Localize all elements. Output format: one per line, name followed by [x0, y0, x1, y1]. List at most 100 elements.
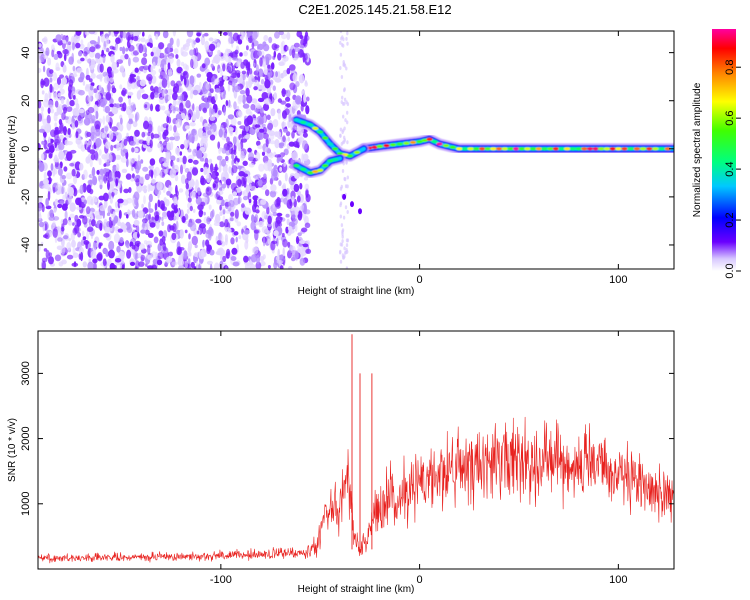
- noise-speckle: [107, 82, 111, 93]
- noise-speckle: [222, 93, 226, 100]
- noise-speckle: [205, 186, 212, 196]
- noise-speckle: [268, 152, 274, 159]
- noise-speckle: [195, 218, 202, 224]
- ridge-hotspot: [353, 150, 361, 154]
- noise-speckle: [340, 75, 344, 79]
- noise-speckle: [292, 125, 296, 131]
- noise-speckle: [233, 85, 241, 93]
- noise-speckle: [343, 176, 346, 181]
- noise-speckle: [294, 47, 301, 53]
- noise-speckle: [244, 134, 251, 139]
- noise-speckle: [216, 155, 223, 161]
- noise-speckle: [119, 84, 123, 90]
- noise-speckle: [243, 255, 249, 263]
- noise-speckle: [209, 134, 216, 141]
- noise-speckle: [199, 81, 202, 88]
- noise-speckle: [251, 98, 258, 104]
- noise-speckle: [245, 237, 249, 244]
- ridge-hotspot: [547, 147, 554, 151]
- noise-speckle: [291, 130, 295, 139]
- noise-speckle: [137, 233, 140, 238]
- noise-speckle: [250, 264, 256, 269]
- noise-speckle: [246, 45, 249, 51]
- noise-speckle: [229, 217, 234, 222]
- noise-speckle: [77, 197, 82, 206]
- noise-speckle: [144, 47, 147, 54]
- noise-speckle: [346, 238, 350, 243]
- colorbar-tick-label: 0.2: [724, 212, 736, 227]
- ridge-hotspot: [569, 147, 577, 151]
- noise-speckle: [240, 138, 248, 143]
- noise-speckle: [202, 34, 205, 38]
- noise-speckle: [90, 73, 96, 79]
- noise-speckle: [92, 258, 98, 264]
- noise-speckle: [345, 36, 348, 41]
- noise-speckle: [190, 261, 195, 269]
- noise-speckle: [112, 211, 116, 217]
- noise-speckle: [243, 195, 248, 201]
- noise-speckle: [272, 55, 276, 60]
- noise-speckle: [230, 256, 237, 261]
- noise-speckle: [291, 245, 296, 255]
- noise-speckle: [53, 157, 60, 163]
- noise-speckle: [200, 35, 205, 46]
- noise-speckle: [155, 104, 161, 112]
- noise-speckle: [182, 44, 189, 52]
- noise-speckle: [131, 166, 134, 172]
- noise-speckle: [67, 128, 71, 135]
- noise-speckle: [289, 48, 293, 56]
- noise-speckle: [346, 140, 349, 145]
- noise-speckle: [203, 211, 206, 216]
- noise-speckle: [94, 52, 101, 60]
- noise-speckle: [225, 100, 229, 107]
- noise-speckle: [56, 77, 62, 85]
- snr-x-label: Height of straight line (km): [298, 584, 415, 595]
- snr-frame: [37, 330, 675, 570]
- noise-speckle: [66, 241, 72, 251]
- noise-speckle: [285, 89, 291, 98]
- noise-speckle: [297, 243, 304, 250]
- noise-speckle: [200, 167, 204, 173]
- noise-speckle: [157, 142, 161, 149]
- noise-speckle: [251, 214, 255, 223]
- noise-speckle: [159, 105, 163, 111]
- noise-speckle: [53, 92, 58, 100]
- noise-speckle: [206, 246, 211, 255]
- noise-speckle: [103, 174, 108, 184]
- noise-speckle: [197, 204, 204, 211]
- noise-speckle: [158, 230, 164, 237]
- ridge-hotspot: [300, 120, 307, 124]
- noise-speckle: [69, 213, 75, 219]
- noise-speckle: [251, 78, 256, 82]
- noise-speckle: [341, 239, 344, 244]
- ridge-hotspot: [416, 140, 423, 144]
- noise-speckle: [276, 237, 279, 247]
- noise-speckle: [291, 150, 299, 161]
- noise-speckle: [82, 80, 86, 86]
- noise-speckle: [127, 57, 131, 67]
- noise-speckle: [90, 153, 96, 161]
- noise-speckle: [240, 150, 245, 161]
- noise-speckle: [88, 118, 95, 124]
- noise-speckle: [115, 163, 120, 172]
- noise-speckle: [90, 251, 96, 259]
- noise-speckle: [96, 143, 100, 149]
- noise-speckle: [133, 243, 140, 252]
- noise-speckle: [131, 147, 135, 153]
- noise-speckle: [200, 102, 207, 108]
- ridge-hotspot: [518, 147, 525, 151]
- noise-speckle: [263, 34, 269, 42]
- ridge-hotspot: [312, 170, 319, 174]
- noise-speckle: [189, 90, 194, 100]
- noise-speckle: [255, 64, 259, 73]
- ridge-hotspot: [409, 140, 417, 144]
- noise-speckle: [72, 222, 75, 226]
- noise-speckle: [224, 218, 229, 228]
- ridge-hotspot: [473, 147, 480, 151]
- noise-speckle: [189, 205, 193, 212]
- noise-speckle: [186, 31, 194, 38]
- noise-speckle: [267, 122, 274, 130]
- noise-speckle: [269, 190, 277, 198]
- noise-speckle: [297, 210, 303, 218]
- noise-speckle: [293, 53, 300, 59]
